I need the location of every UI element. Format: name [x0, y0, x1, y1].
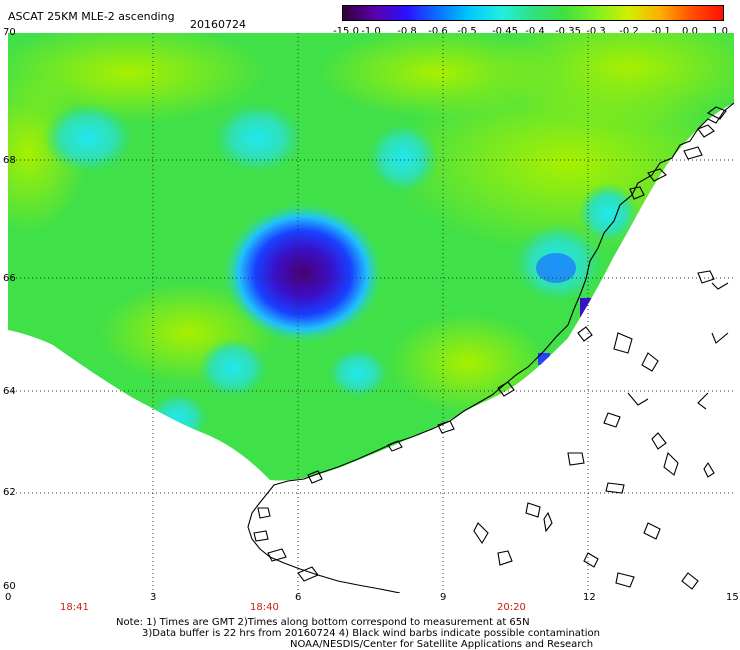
colorbar-label: -0.5 — [457, 26, 477, 37]
note-line-3: NOAA/NESDIS/Center for Satellite Applica… — [290, 639, 594, 650]
note-line-2: 3)Data buffer is 22 hrs from 20160724 4)… — [142, 628, 600, 639]
note-line-1: Note: 1) Times are GMT 2)Times along bot… — [116, 617, 530, 628]
colorbar-label: -0.8 — [397, 26, 417, 37]
x-tick-9: 9 — [440, 592, 447, 603]
y-tick-62: 62 — [3, 487, 16, 498]
time-label-2: 18:40 — [250, 602, 279, 613]
colorbar-label: 1.0 — [712, 26, 728, 37]
colorbar-label: -0.45 — [492, 26, 518, 37]
map-svg — [8, 33, 734, 593]
graticule — [8, 33, 734, 593]
colorbar-label: -0.4 — [525, 26, 545, 37]
colorbar-label: -0.35 — [555, 26, 581, 37]
x-tick-15: 15 — [726, 592, 739, 603]
colorbar-label: -15.0 — [333, 26, 359, 37]
x-tick-0: 0 — [5, 592, 12, 603]
colorbar-label: -1.0 — [361, 26, 381, 37]
time-label-1: 18:41 — [60, 602, 89, 613]
map-plot — [8, 33, 734, 593]
colorbar-label: 0.0 — [682, 26, 698, 37]
product-date: 20160724 — [190, 18, 246, 31]
wind-field — [8, 33, 734, 481]
time-label-3: 20:20 — [497, 602, 526, 613]
y-tick-66: 66 — [3, 273, 16, 284]
colorbar-label: -0.6 — [428, 26, 448, 37]
colorbar-label: -0.3 — [586, 26, 606, 37]
colorbar-label: -0.1 — [651, 26, 671, 37]
y-tick-70: 70 — [3, 27, 16, 38]
colorbar-label: -0.2 — [619, 26, 639, 37]
product-title: ASCAT 25KM MLE-2 ascending — [8, 10, 175, 23]
x-tick-6: 6 — [295, 592, 302, 603]
coastline — [247, 102, 734, 593]
y-tick-60: 60 — [3, 581, 16, 592]
x-tick-12: 12 — [583, 592, 596, 603]
y-tick-68: 68 — [3, 155, 16, 166]
colorbar — [342, 5, 724, 21]
y-tick-64: 64 — [3, 386, 16, 397]
x-tick-3: 3 — [150, 592, 157, 603]
